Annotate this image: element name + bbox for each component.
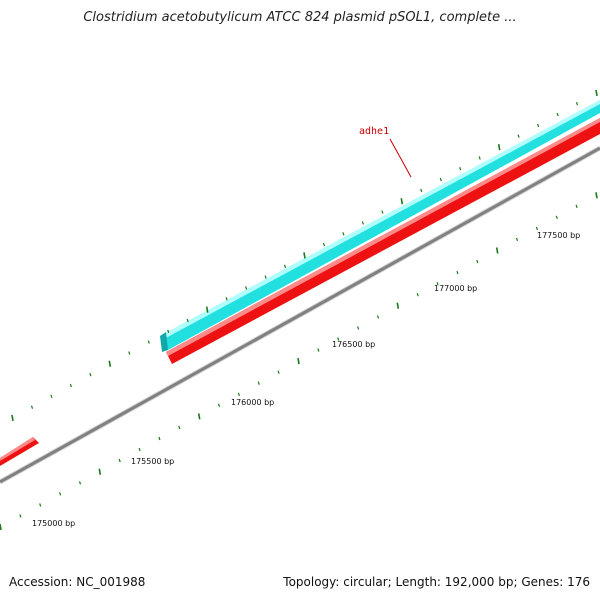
gene-label-leader [389,138,412,178]
accession-text: Accession: NC_001988 [9,575,146,589]
tick-mark [19,514,22,518]
position-label: 175000 bp [32,519,75,528]
tick-mark [277,370,280,374]
tick-mark [186,318,189,323]
tick-mark [575,204,578,208]
tick-mark [535,226,538,231]
tick-mark [555,215,558,219]
tick-mark [197,413,201,420]
position-label: 177500 bp [537,231,580,240]
tick-mark [476,259,479,264]
backbone-line [0,145,600,485]
map-title: Clostridium acetobutylicum ATCC 824 plas… [83,10,517,25]
reverse-gene-bar-left[interactable] [0,437,39,466]
tick-mark [69,383,72,388]
tick-mark [98,468,102,475]
tick-mark [436,282,439,286]
position-label: 176000 bp [231,398,274,407]
tick-mark [317,348,320,352]
position-label: 176500 bp [332,340,375,349]
tick-mark [456,270,459,275]
tick-mark [108,360,112,367]
tick-mark [342,232,345,236]
tick-mark [147,340,150,344]
tick-mark [11,414,14,422]
tick-mark [416,293,419,297]
tick-mark [89,373,92,377]
tick-mark [297,357,300,365]
tick-mark [118,458,121,463]
tick-mark [39,503,42,507]
tick-mark [478,156,481,160]
position-label: 175500 bp [131,457,174,466]
tick-mark [205,306,209,313]
tick-mark [556,112,559,117]
tick-mark [0,523,2,531]
tick-mark [400,198,404,205]
position-label: 177000 bp [434,284,477,293]
tick-mark [595,89,598,97]
tick-mark [459,167,462,171]
tick-mark [78,481,82,485]
tick-mark [595,192,598,199]
tick-mark [225,297,228,301]
tick-mark [396,302,400,309]
tick-mark [361,221,364,225]
tick-mark [537,123,540,128]
tick-mark [439,177,442,182]
tick-mark [515,237,519,242]
tick-mark [167,329,170,333]
gene-bar-adhe1[interactable] [160,100,600,352]
tick-mark [158,436,161,441]
tick-mark [50,394,53,398]
tick-mark [264,275,267,279]
upper-tick-marks [11,89,598,422]
reverse-gene-bar[interactable] [166,118,600,364]
lower-tick-marks [0,192,598,531]
tick-mark [495,247,499,254]
tick-mark [303,252,306,259]
tick-mark [30,405,34,409]
tick-mark [420,188,423,193]
tick-mark [497,143,501,151]
tick-mark [128,351,131,355]
tick-mark [245,286,248,290]
tick-mark [59,492,62,496]
tick-mark [322,242,326,247]
tick-mark [517,134,520,138]
tick-mark [138,447,141,452]
tick-mark [283,264,287,268]
tick-mark [178,425,181,430]
position-labels: 175000 bp 175500 bp 176000 bp 176500 bp … [32,231,580,528]
tick-mark [575,102,579,106]
tick-mark [381,210,384,214]
tick-mark [237,392,240,396]
tick-mark [357,326,360,330]
tick-mark [376,315,380,319]
gene-label-adhe1[interactable]: adhe1 [359,126,389,137]
tick-mark [217,403,221,407]
tick-mark [257,381,260,385]
tick-mark [337,337,340,341]
genome-summary-text: Topology: circular; Length: 192,000 bp; … [283,575,590,589]
